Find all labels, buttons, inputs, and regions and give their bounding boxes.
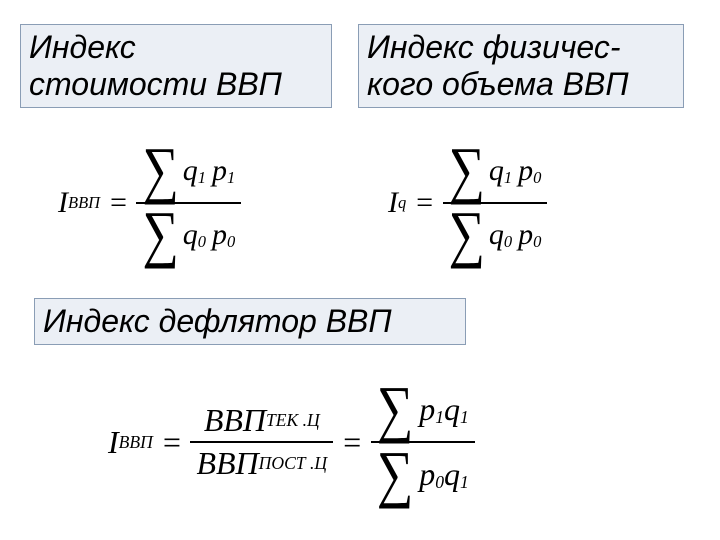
mid-den: ВВП bbox=[196, 445, 258, 482]
sigma-icon: ∑ bbox=[377, 373, 414, 447]
equals-sign: = bbox=[341, 424, 363, 461]
lhs-sub: ВВП bbox=[68, 193, 100, 213]
numerator: ∑ q1 p1 bbox=[136, 140, 241, 202]
sigma-icon: ∑ bbox=[142, 199, 178, 272]
mid-num: ВВП bbox=[204, 402, 266, 439]
term: p0 bbox=[518, 154, 541, 188]
lhs-sub: q bbox=[398, 193, 406, 213]
term: p0 bbox=[212, 218, 235, 252]
term: p1 bbox=[212, 154, 235, 188]
term: q0 bbox=[183, 218, 206, 252]
denominator: ∑ q0 p0 bbox=[443, 204, 548, 266]
term: q1 bbox=[444, 391, 469, 428]
numerator: ∑ p1 q1 bbox=[371, 378, 475, 441]
term: q1 bbox=[183, 154, 206, 188]
label-volume-index: Индекс физичес-кого объема ВВП bbox=[358, 24, 684, 108]
term: q1 bbox=[444, 456, 469, 493]
lhs-symbol: I bbox=[388, 186, 398, 220]
fraction: ∑ q1 p1 ∑ q0 p0 bbox=[136, 140, 241, 266]
sigma-icon: ∑ bbox=[449, 199, 485, 272]
term: p1 bbox=[419, 391, 444, 428]
term: q1 bbox=[489, 154, 512, 188]
lhs: I q bbox=[388, 186, 406, 220]
label-text: Индексстоимости ВВП bbox=[29, 29, 282, 102]
mid-num-sub: ТЕК .Ц bbox=[266, 410, 320, 431]
fraction: ∑ q1 p0 ∑ q0 p0 bbox=[443, 140, 548, 266]
numerator: ∑ q1 p0 bbox=[443, 140, 548, 202]
fraction-mid: ВВП ТЕК .Ц ВВП ПОСТ .Ц bbox=[190, 400, 333, 484]
sigma-icon: ∑ bbox=[377, 438, 414, 512]
formula-cost-index: I ВВП = ∑ q1 p1 ∑ q0 p0 bbox=[58, 140, 241, 266]
denominator: ВВП ПОСТ .Ц bbox=[190, 443, 333, 484]
equals-sign: = bbox=[108, 186, 128, 220]
sigma-icon: ∑ bbox=[142, 135, 178, 208]
formula-deflator: I ВВП = ВВП ТЕК .Ц ВВП ПОСТ .Ц = ∑ p1 q1… bbox=[108, 378, 475, 506]
label-text: Индекс физичес-кого объема ВВП bbox=[367, 29, 629, 102]
label-cost-index: Индексстоимости ВВП bbox=[20, 24, 332, 108]
term: p0 bbox=[419, 456, 444, 493]
lhs-symbol: I bbox=[108, 424, 119, 461]
lhs: I ВВП bbox=[108, 424, 153, 461]
lhs-sub: ВВП bbox=[119, 432, 153, 453]
equals-sign: = bbox=[414, 186, 434, 220]
denominator: ∑ p0 q1 bbox=[371, 443, 475, 506]
numerator: ВВП ТЕК .Ц bbox=[198, 400, 326, 441]
label-text: Индекс дефлятор ВВП bbox=[43, 303, 392, 339]
lhs-symbol: I bbox=[58, 186, 68, 220]
formula-volume-index: I q = ∑ q1 p0 ∑ q0 p0 bbox=[388, 140, 547, 266]
lhs: I ВВП bbox=[58, 186, 100, 220]
denominator: ∑ q0 p0 bbox=[136, 204, 241, 266]
fraction-right: ∑ p1 q1 ∑ p0 q1 bbox=[371, 378, 475, 506]
term: p0 bbox=[518, 218, 541, 252]
term: q0 bbox=[489, 218, 512, 252]
sigma-icon: ∑ bbox=[449, 135, 485, 208]
label-deflator: Индекс дефлятор ВВП bbox=[34, 298, 466, 345]
mid-den-sub: ПОСТ .Ц bbox=[259, 453, 327, 474]
equals-sign: = bbox=[161, 424, 183, 461]
